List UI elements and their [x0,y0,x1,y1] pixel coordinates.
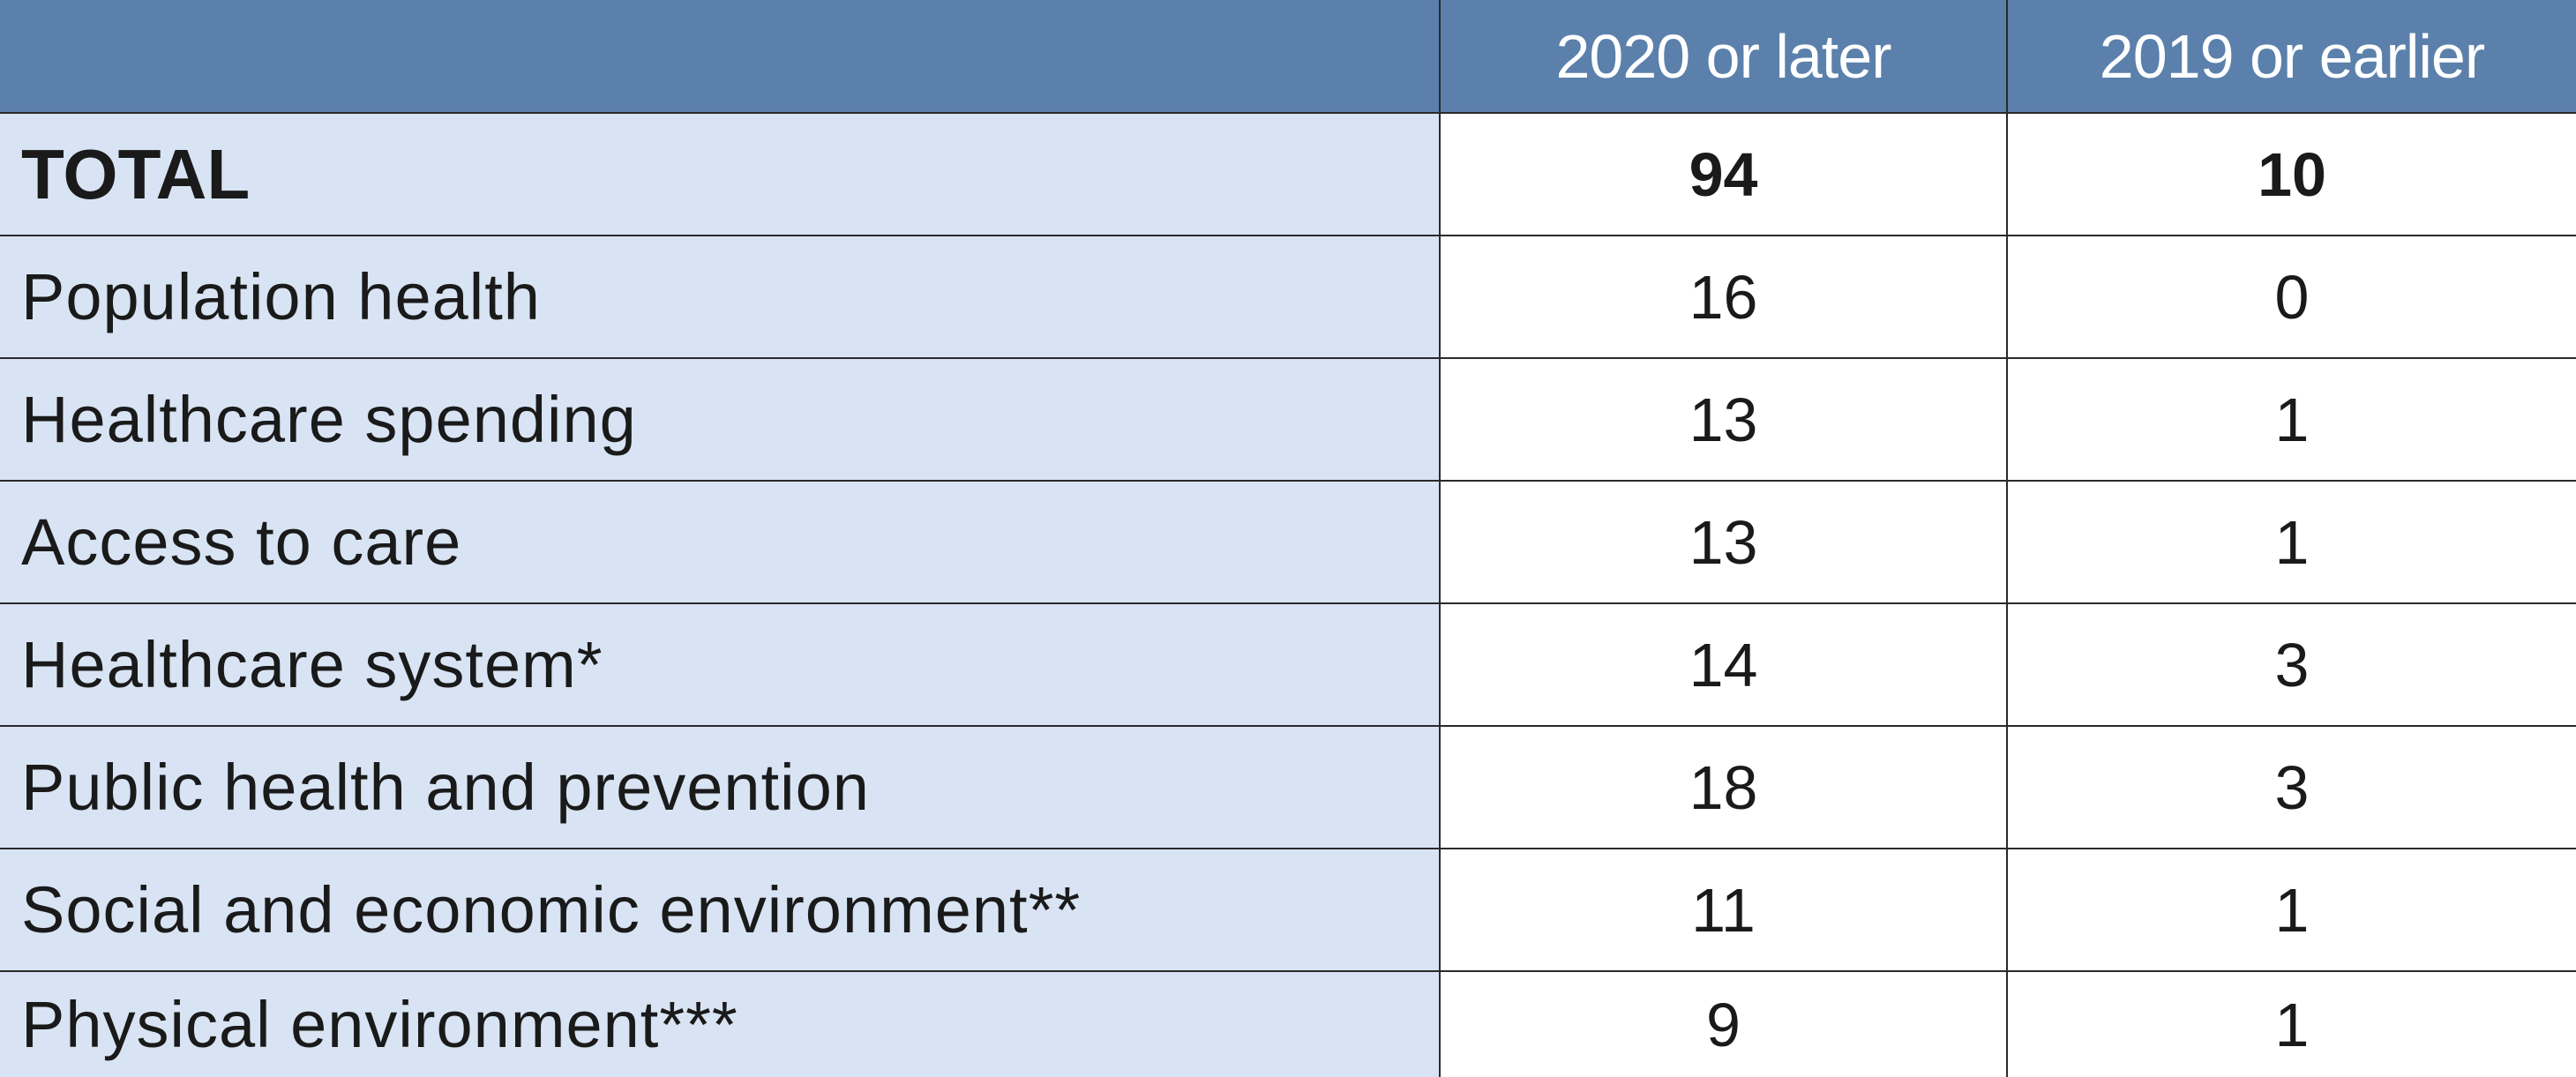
cell-2020-or-later: 9 [1439,970,2008,1077]
cell-2019-or-earlier: 3 [2006,725,2576,849]
cell-2020-or-later: 14 [1439,602,2008,727]
cell-2019-or-earlier: 10 [2006,112,2576,236]
cell-2019-or-earlier: 1 [2006,848,2576,972]
cell-2019-or-earlier: 3 [2006,602,2576,727]
cell-2019-or-earlier: 1 [2006,357,2576,482]
row-label: Public health and prevention [0,725,1441,849]
table-row: Healthcare system* 14 3 [0,602,2576,727]
cell-2019-or-earlier: 0 [2006,235,2576,359]
cell-2020-or-later: 94 [1439,112,2008,236]
row-label: Healthcare system* [0,602,1441,727]
cell-2020-or-later: 13 [1439,357,2008,482]
cell-2020-or-later: 13 [1439,480,2008,604]
table-row: Physical environment*** 9 1 [0,970,2576,1077]
cell-2020-or-later: 18 [1439,725,2008,849]
table-row: Access to care 13 1 [0,480,2576,604]
row-label: Population health [0,235,1441,359]
header-row: 2020 or later 2019 or earlier [0,0,2576,114]
table-row: Healthcare spending 13 1 [0,357,2576,482]
table-row: Public health and prevention 18 3 [0,725,2576,849]
header-cell-category [0,0,1441,114]
row-label: Access to care [0,480,1441,604]
row-label: Physical environment*** [0,970,1441,1077]
row-label: TOTAL [0,112,1441,236]
cell-2019-or-earlier: 1 [2006,480,2576,604]
row-label: Social and economic environment** [0,848,1441,972]
header-cell-2019-or-earlier: 2019 or earlier [2006,0,2576,114]
table-row: Social and economic environment** 11 1 [0,848,2576,972]
cell-2020-or-later: 16 [1439,235,2008,359]
cell-2019-or-earlier: 1 [2006,970,2576,1077]
row-label: Healthcare spending [0,357,1441,482]
cell-2020-or-later: 11 [1439,848,2008,972]
table-row-total: TOTAL 94 10 [0,112,2576,236]
table-row: Population health 16 0 [0,235,2576,359]
header-cell-2020-or-later: 2020 or later [1439,0,2008,114]
